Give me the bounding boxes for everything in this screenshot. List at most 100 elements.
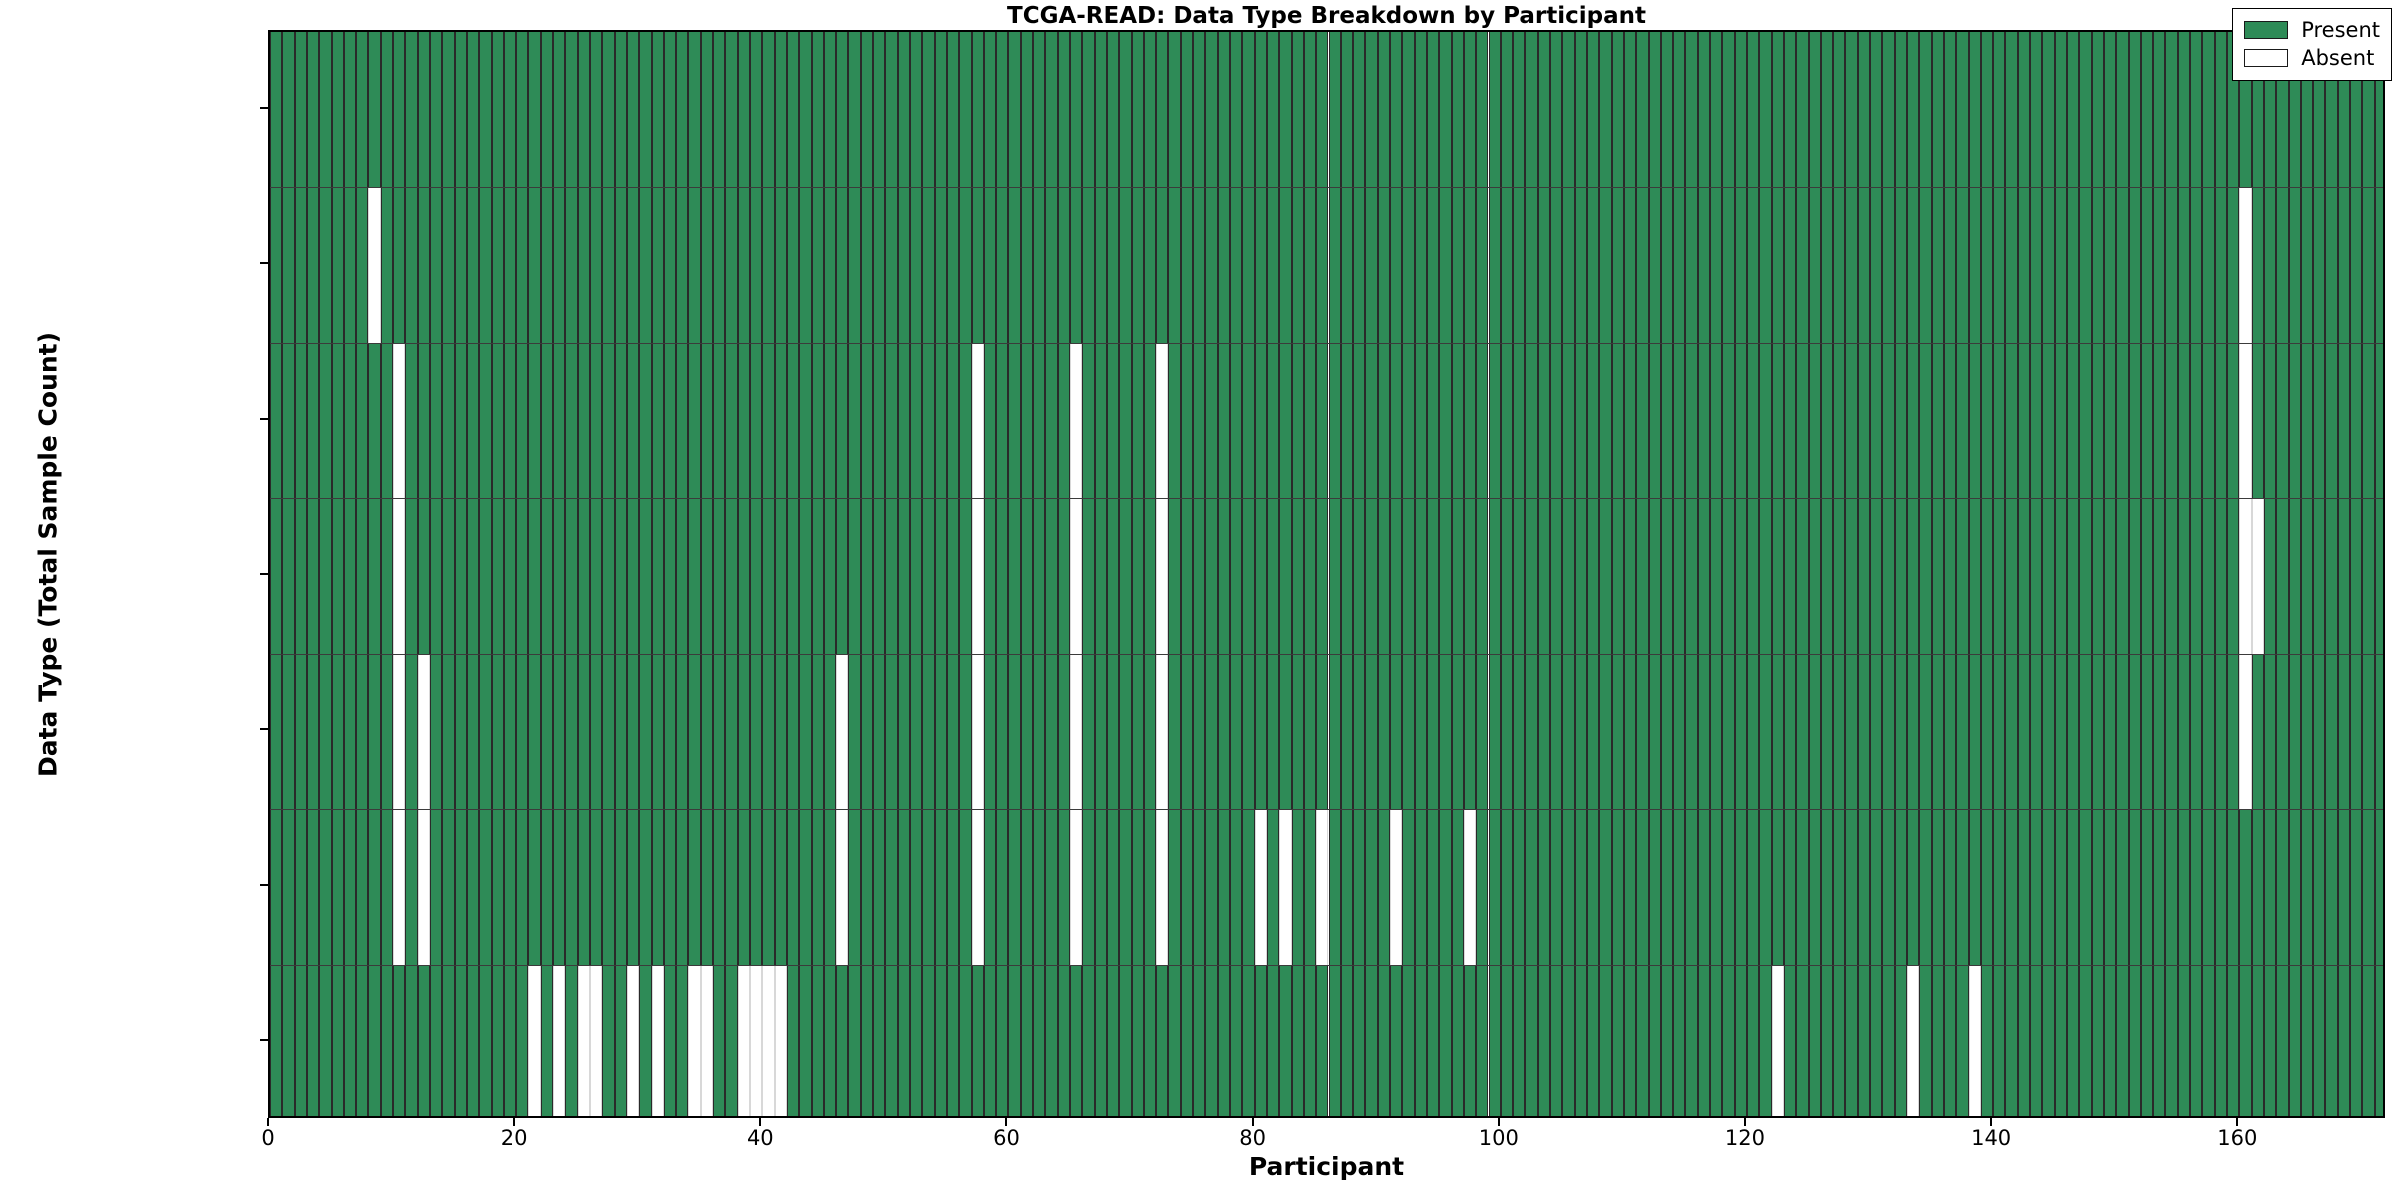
heatmap-cell: [1808, 498, 1821, 654]
heatmap-cell: [1980, 32, 1994, 188]
heatmap-cell: [1931, 964, 1944, 1116]
heatmap-row-separator: [270, 498, 2383, 500]
heatmap-cell: [946, 498, 960, 654]
heatmap-cell: [2251, 498, 2264, 654]
heatmap-cell: [639, 342, 652, 499]
heatmap-cell: [799, 809, 812, 965]
heatmap-cell: [1697, 32, 1711, 188]
heatmap-cell: [393, 32, 406, 188]
heatmap-cell: [1476, 809, 1489, 965]
heatmap-cell: [1906, 498, 1920, 654]
heatmap-cell: [639, 964, 652, 1116]
heatmap-cell: [282, 809, 295, 965]
heatmap-cell: [2190, 342, 2203, 499]
heatmap-cell: [2079, 964, 2092, 1116]
heatmap-cell: [1586, 187, 1600, 343]
heatmap-cell: [700, 809, 714, 965]
heatmap-cell: [2128, 653, 2141, 810]
heatmap-cell: [1599, 32, 1612, 188]
heatmap-cell: [2300, 964, 2314, 1116]
heatmap-cell: [2066, 32, 2080, 188]
heatmap-cell: [762, 964, 775, 1116]
heatmap-cell: [516, 187, 529, 343]
heatmap-cell: [1303, 342, 1317, 499]
heatmap-cell: [1402, 498, 1415, 654]
heatmap-cell: [417, 187, 430, 343]
heatmap-cell: [1820, 498, 1834, 654]
heatmap-cell: [1980, 187, 1994, 343]
heatmap-cell: [1697, 653, 1711, 810]
heatmap-cell: [2362, 498, 2375, 654]
heatmap-cell: [1783, 498, 1797, 654]
heatmap-cell: [750, 187, 763, 343]
heatmap-cell: [2140, 187, 2154, 343]
heatmap-cell: [2054, 32, 2067, 188]
heatmap-cell: [1266, 809, 1280, 965]
heatmap-cell: [417, 342, 430, 499]
heatmap-cell: [1242, 653, 1255, 810]
heatmap-cell: [860, 342, 874, 499]
legend-label-present: Present: [2301, 18, 2380, 42]
heatmap-cell: [1082, 32, 1095, 188]
heatmap-cell: [1426, 653, 1440, 810]
heatmap-cell: [1168, 32, 1181, 188]
heatmap-cell: [1402, 342, 1415, 499]
heatmap-cell: [417, 653, 430, 810]
heatmap-cell: [1660, 187, 1674, 343]
heatmap-cell: [282, 498, 295, 654]
heatmap-cell: [1094, 342, 1107, 499]
heatmap-cell: [811, 187, 824, 343]
heatmap-cell: [306, 498, 320, 654]
heatmap-cell: [1525, 32, 1538, 188]
heatmap-cell: [1365, 964, 1378, 1116]
heatmap-cell: [1833, 32, 1846, 188]
heatmap-cell: [922, 342, 935, 499]
heatmap-cell: [774, 498, 787, 654]
heatmap-cell: [2214, 653, 2227, 810]
heatmap-cell: [1796, 32, 1809, 188]
heatmap-cell: [2362, 809, 2375, 965]
heatmap-cell: [565, 187, 578, 343]
heatmap-cell: [971, 964, 984, 1116]
heatmap-cell: [1230, 32, 1243, 188]
heatmap-cell: [1426, 809, 1440, 965]
heatmap-cell: [1833, 653, 1846, 810]
heatmap-cell: [1131, 32, 1144, 188]
heatmap-cell: [1377, 187, 1391, 343]
heatmap-cell: [1291, 964, 1304, 1116]
heatmap-cell: [688, 342, 701, 499]
heatmap-cell: [2103, 32, 2117, 188]
heatmap-cell: [1525, 498, 1538, 654]
heatmap-cell: [2276, 498, 2289, 654]
heatmap-cell: [1230, 964, 1243, 1116]
heatmap-cell: [1722, 342, 1735, 499]
heatmap-cell: [1402, 187, 1415, 343]
heatmap-cell: [1193, 809, 1206, 965]
heatmap-cell: [1746, 809, 1760, 965]
heatmap-cell: [1205, 342, 1218, 499]
heatmap-cell: [2190, 32, 2203, 188]
heatmap-cell: [2214, 32, 2227, 188]
heatmap-cell: [1426, 187, 1440, 343]
heatmap-cell: [836, 964, 849, 1116]
heatmap-cell: [2054, 498, 2067, 654]
heatmap-cell: [1340, 653, 1354, 810]
heatmap-cell: [626, 653, 640, 810]
heatmap-cell: [380, 187, 394, 343]
heatmap-cell: [1771, 964, 1784, 1116]
heatmap-cell: [1943, 809, 1957, 965]
heatmap-cell: [430, 498, 443, 654]
heatmap-cell: [811, 342, 824, 499]
heatmap-cell: [1463, 653, 1477, 810]
heatmap-cell: [1353, 809, 1366, 965]
heatmap-cell: [1217, 964, 1231, 1116]
heatmap-cell: [1266, 498, 1280, 654]
heatmap-cell: [786, 809, 800, 965]
heatmap-cell: [2054, 809, 2067, 965]
heatmap-cell: [1857, 498, 1871, 654]
heatmap-cell: [1796, 809, 1809, 965]
heatmap-cell: [1956, 32, 1969, 188]
heatmap-cell: [873, 187, 886, 343]
heatmap-cell: [2066, 342, 2080, 499]
